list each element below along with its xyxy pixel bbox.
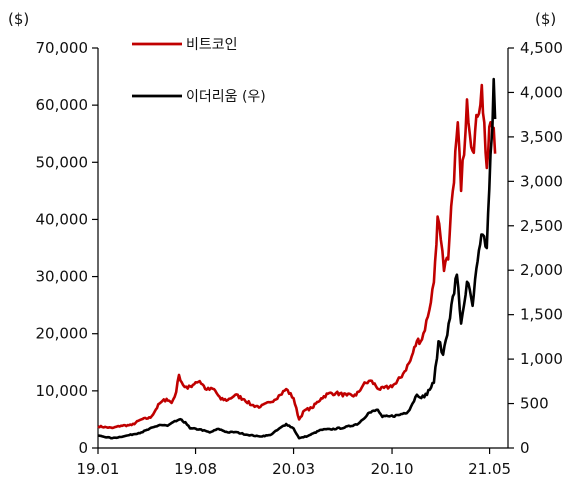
right-tick-label: 1,500 [520,306,563,324]
left-tick-label: 40,000 [36,210,89,228]
x-tick-label: 20.10 [371,460,414,478]
right-tick-label: 3,500 [520,128,563,146]
right-tick-label: 1,000 [520,350,563,368]
left-tick-label: 50,000 [36,153,89,171]
axes: ($) ($) 0 10,000 20,000 30,000 40,000 50,000 60,… [8,10,563,478]
x-tick-label: 21.05 [468,460,511,478]
right-tick-label: 4,500 [520,39,563,57]
series-line-0 [97,83,497,430]
x-tick-label: 19.01 [77,460,120,478]
right-tick-label: 4,000 [520,83,563,101]
left-tick-label: 20,000 [36,325,89,343]
left-tick-label: 70,000 [36,39,89,57]
x-tick-label: 20.03 [272,460,315,478]
left-axis-unit: ($) [8,10,29,28]
right-axis-unit: ($) [535,10,556,28]
right-tick-label: 500 [520,395,549,413]
right-tick-label: 0 [520,439,530,457]
left-tick-label: 0 [78,439,88,457]
left-tick-label: 30,000 [36,268,89,286]
series-lines [97,77,497,440]
right-tick-label: 3,000 [520,172,563,190]
right-tick-label: 2,500 [520,217,563,235]
left-tick-label: 10,000 [36,382,89,400]
left-tick-label: 60,000 [36,96,89,114]
x-tick-label: 19.08 [174,460,217,478]
legend-label-0: 비트코인 [186,37,238,53]
series-line-1 [97,77,497,440]
legend-label-1: 이더리움 (우) [186,89,266,105]
right-tick-label: 2,000 [520,261,563,279]
